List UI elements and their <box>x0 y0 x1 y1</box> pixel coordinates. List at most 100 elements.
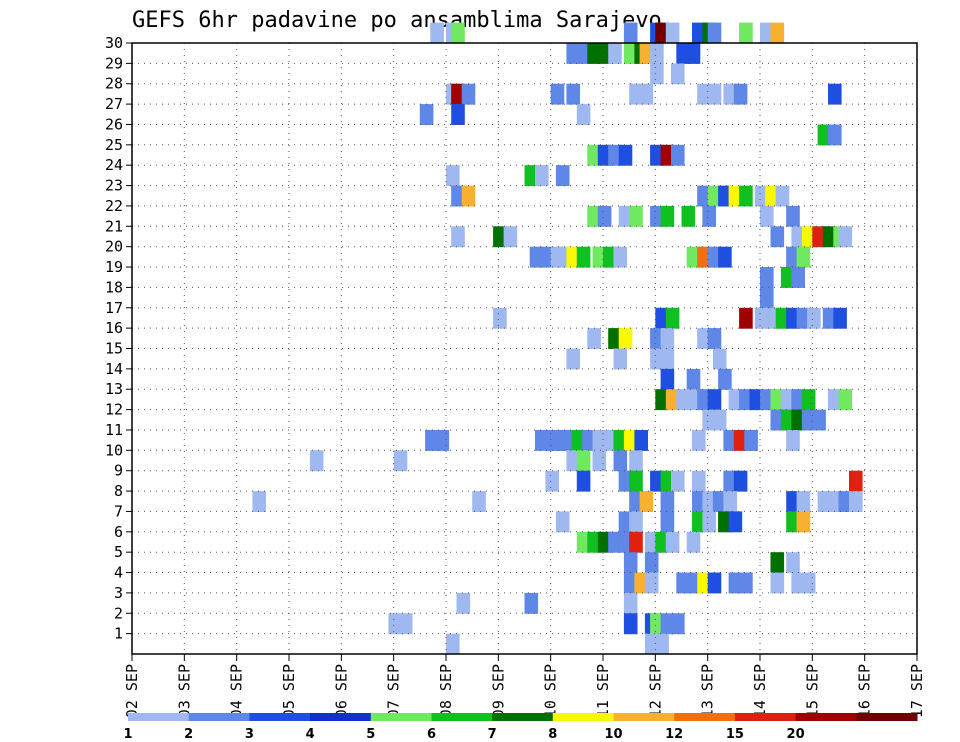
cell-m15-4 <box>660 328 675 349</box>
cell-m24-3 <box>618 144 633 166</box>
cell-m15-3 <box>650 328 664 349</box>
cell-m27-10 <box>733 83 748 105</box>
cell-m3-8 <box>739 572 753 594</box>
cell-m14-0 <box>566 348 580 370</box>
cell-m7-9 <box>786 491 800 512</box>
cell-m7-13 <box>838 491 853 512</box>
cell-m1-2 <box>623 613 638 635</box>
legend-swatch-11 <box>795 713 857 721</box>
y-tick-label-9: 9 <box>114 462 123 480</box>
x-tick-label-1: 03 SEP <box>175 664 193 718</box>
cell-m1-5 <box>660 613 675 635</box>
cell-m9-1 <box>393 450 408 472</box>
cell-m7-1 <box>472 491 486 512</box>
cell-m12-8 <box>749 389 764 411</box>
cell-m4-0 <box>623 552 638 574</box>
cell-m21-5 <box>660 205 675 227</box>
cell-m1-6 <box>671 613 685 635</box>
cell-m27-5 <box>629 83 643 105</box>
cell-m20-1 <box>493 226 507 248</box>
y-tick-label-21: 21 <box>105 217 123 235</box>
legend-swatch-12 <box>856 713 918 721</box>
x-tick-label-5: 07 SEP <box>385 664 403 718</box>
cell-m24-6 <box>671 144 685 166</box>
cell-m25-1 <box>828 124 842 146</box>
cell-m16-4 <box>754 307 769 329</box>
y-axis-ticks: 1234567891011121314151617181920212223242… <box>105 34 132 643</box>
cell-m24-4 <box>650 144 664 166</box>
cell-m23-3 <box>555 165 570 187</box>
color-legend: 1 2 3 4 5 6 7 8 10 12 15 20 <box>123 713 918 742</box>
y-tick-label-4: 4 <box>114 564 123 582</box>
cell-m2-1 <box>524 592 539 614</box>
cell-m29-10 <box>686 43 701 64</box>
cell-m11-3 <box>780 409 795 431</box>
cell-m27-11 <box>828 83 842 105</box>
cell-m25-0 <box>817 124 832 146</box>
cell-m1-1 <box>398 613 413 635</box>
cell-m3-10 <box>791 572 805 594</box>
cell-m21-9 <box>786 205 800 227</box>
cell-m3-4 <box>686 572 701 594</box>
y-tick-label-8: 8 <box>114 482 123 500</box>
legend-label-2: 2 <box>184 727 193 742</box>
legend-swatch-7 <box>552 713 614 721</box>
cell-m6-5 <box>702 511 716 533</box>
cell-m3-6 <box>707 572 722 594</box>
cell-m10-12 <box>634 430 648 451</box>
cell-m27-3 <box>550 83 565 105</box>
cell-m23-2 <box>535 165 549 187</box>
y-tick-label-5: 5 <box>114 543 123 561</box>
cell-m18-1 <box>780 267 795 288</box>
cell-m6-0 <box>555 511 570 533</box>
cell-m12-6 <box>728 389 743 411</box>
cell-m15-0 <box>587 328 601 349</box>
cell-m8-8 <box>723 470 737 492</box>
cell-m24-0 <box>587 144 601 166</box>
cell-m3-0 <box>623 572 638 594</box>
cell-m30-9 <box>707 22 722 44</box>
cell-m29-8 <box>650 43 664 64</box>
x-tick-label-3: 05 SEP <box>280 664 298 718</box>
x-tick-label-12: 14 SEP <box>751 664 769 718</box>
cell-m22-6 <box>739 185 753 207</box>
cell-m21-7 <box>702 205 716 227</box>
x-tick-label-2: 04 SEP <box>228 664 246 718</box>
legend-swatch-9 <box>674 713 736 721</box>
cell-m8-6 <box>671 470 685 492</box>
cell-m26-2 <box>576 104 591 125</box>
cell-m10-10 <box>613 430 628 451</box>
cell-m5-5 <box>629 531 643 553</box>
cell-m21-8 <box>760 205 774 227</box>
cell-m20-0 <box>451 226 465 248</box>
cell-m19-4 <box>566 246 580 268</box>
cell-m16-10 <box>822 307 837 329</box>
cell-m30-0 <box>430 22 444 44</box>
cell-m27-9 <box>723 83 737 105</box>
cell-m13-0 <box>660 368 675 390</box>
cell-m10-2 <box>535 430 549 451</box>
cell-m10-4 <box>550 430 565 451</box>
cell-m9-2 <box>566 450 580 472</box>
cell-m22-5 <box>728 185 743 207</box>
cell-m29-3 <box>597 43 612 64</box>
cell-m12-4 <box>697 389 711 411</box>
legend-label-6: 6 <box>427 727 436 742</box>
cell-m27-8 <box>707 83 722 105</box>
cell-m24-2 <box>608 144 622 166</box>
cell-m7-7 <box>712 491 727 512</box>
y-tick-label-24: 24 <box>105 156 123 174</box>
legend-swatch-6 <box>492 713 554 721</box>
legend-label-20: 20 <box>787 727 805 742</box>
cell-m26-0 <box>419 104 434 125</box>
cell-m29-1 <box>576 43 591 64</box>
cell-m22-2 <box>697 185 711 207</box>
cell-m7-11 <box>817 491 832 512</box>
cell-m12-7 <box>739 389 753 411</box>
y-tick-label-1: 1 <box>114 625 123 643</box>
cell-m28-0 <box>650 63 664 85</box>
cell-m16-1 <box>655 307 669 329</box>
y-tick-label-20: 20 <box>105 238 123 256</box>
y-tick-label-7: 7 <box>114 502 123 520</box>
